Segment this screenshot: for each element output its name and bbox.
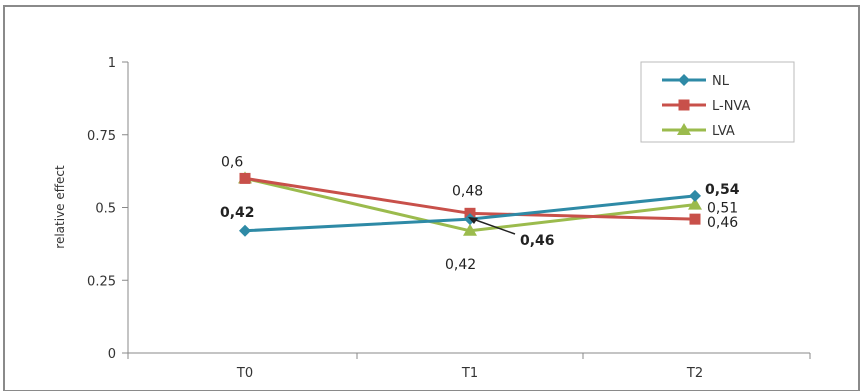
legend-lva-point <box>677 123 691 135</box>
legend: NL L-NVA LVA <box>640 61 795 143</box>
legend-l-nva-point <box>678 99 690 111</box>
y-tick-label: 1 <box>108 56 116 71</box>
series-lva-point <box>688 197 702 210</box>
series-lva-point <box>463 223 477 236</box>
y-tick-label: 0.5 <box>95 202 116 217</box>
legend-l-nva-label: L-NVA <box>712 99 750 114</box>
y-tick-label: 0 <box>108 347 116 362</box>
x-tick-label: T0 <box>236 366 253 381</box>
series-l-nva-point <box>239 172 251 184</box>
y-ticks: 0 0.25 0.5 0.75 1 <box>87 56 128 362</box>
y-axis-title: relative effect <box>53 165 67 249</box>
series-l-nva-point <box>689 213 701 225</box>
legend-lva-label: LVA <box>712 124 735 139</box>
data-label: 0,6 <box>221 154 243 170</box>
data-label: 0,54 <box>705 182 740 198</box>
series-nl-point <box>689 189 701 202</box>
x-tick-label: T1 <box>461 366 478 381</box>
data-label: 0,51 <box>707 201 738 217</box>
data-label: 0,46 <box>520 233 555 249</box>
data-label: 0,48 <box>452 183 483 199</box>
y-tick-label: 0.25 <box>87 274 116 289</box>
data-label: 0,42 <box>445 257 476 273</box>
annotation-arrow <box>469 217 516 235</box>
legend-nl-label: NL <box>712 74 730 89</box>
data-label: 0,46 <box>707 215 738 231</box>
series-nl-point <box>239 224 251 237</box>
y-tick-label: 0.75 <box>87 129 116 144</box>
annotation-arrowhead <box>468 217 478 224</box>
annotation-layer: 0,60,420,480,460,420,540,510,46 <box>220 154 740 272</box>
data-label: 0,42 <box>220 205 255 221</box>
legend-nl-point <box>678 74 690 86</box>
x-tick-label: T2 <box>686 366 703 381</box>
x-ticks: T0 T1 T2 <box>127 353 811 381</box>
